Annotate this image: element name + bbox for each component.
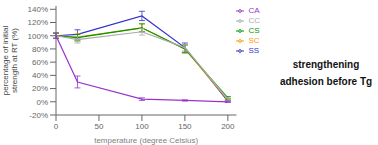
svg-text:150: 150 bbox=[178, 122, 192, 131]
html-text:SC: SC bbox=[248, 36, 260, 45]
svg-text:percentage of initialstrength: percentage of initialstrength at RT (%) bbox=[8, 26, 19, 96]
html-text:CS: CS bbox=[248, 26, 260, 35]
svg-text:50: 50 bbox=[95, 122, 104, 131]
svg-text:100%: 100% bbox=[28, 32, 48, 41]
svg-text:0%: 0% bbox=[36, 98, 48, 107]
svg-text:-20%: -20% bbox=[29, 111, 48, 120]
html-text:SS: SS bbox=[248, 46, 260, 55]
svg-text:60%: 60% bbox=[32, 58, 48, 67]
svg-text:120%: 120% bbox=[28, 18, 48, 27]
svg-text:80%: 80% bbox=[32, 45, 48, 54]
svg-text:0: 0 bbox=[54, 122, 59, 131]
svg-text:20%: 20% bbox=[32, 84, 48, 93]
html-text:strengthening: strengthening bbox=[292, 58, 360, 70]
html-text:adhesion before Tg: adhesion before Tg bbox=[279, 75, 373, 87]
svg-text:temperature (degree Celsius): temperature (degree Celsius) bbox=[94, 136, 198, 145]
svg-text:100: 100 bbox=[135, 122, 149, 131]
svg-text:200: 200 bbox=[221, 122, 235, 131]
svg-text:140%: 140% bbox=[28, 5, 48, 14]
html-text:CC: CC bbox=[248, 16, 260, 25]
svg-text:40%: 40% bbox=[32, 71, 48, 80]
html-text:CA: CA bbox=[248, 6, 260, 15]
